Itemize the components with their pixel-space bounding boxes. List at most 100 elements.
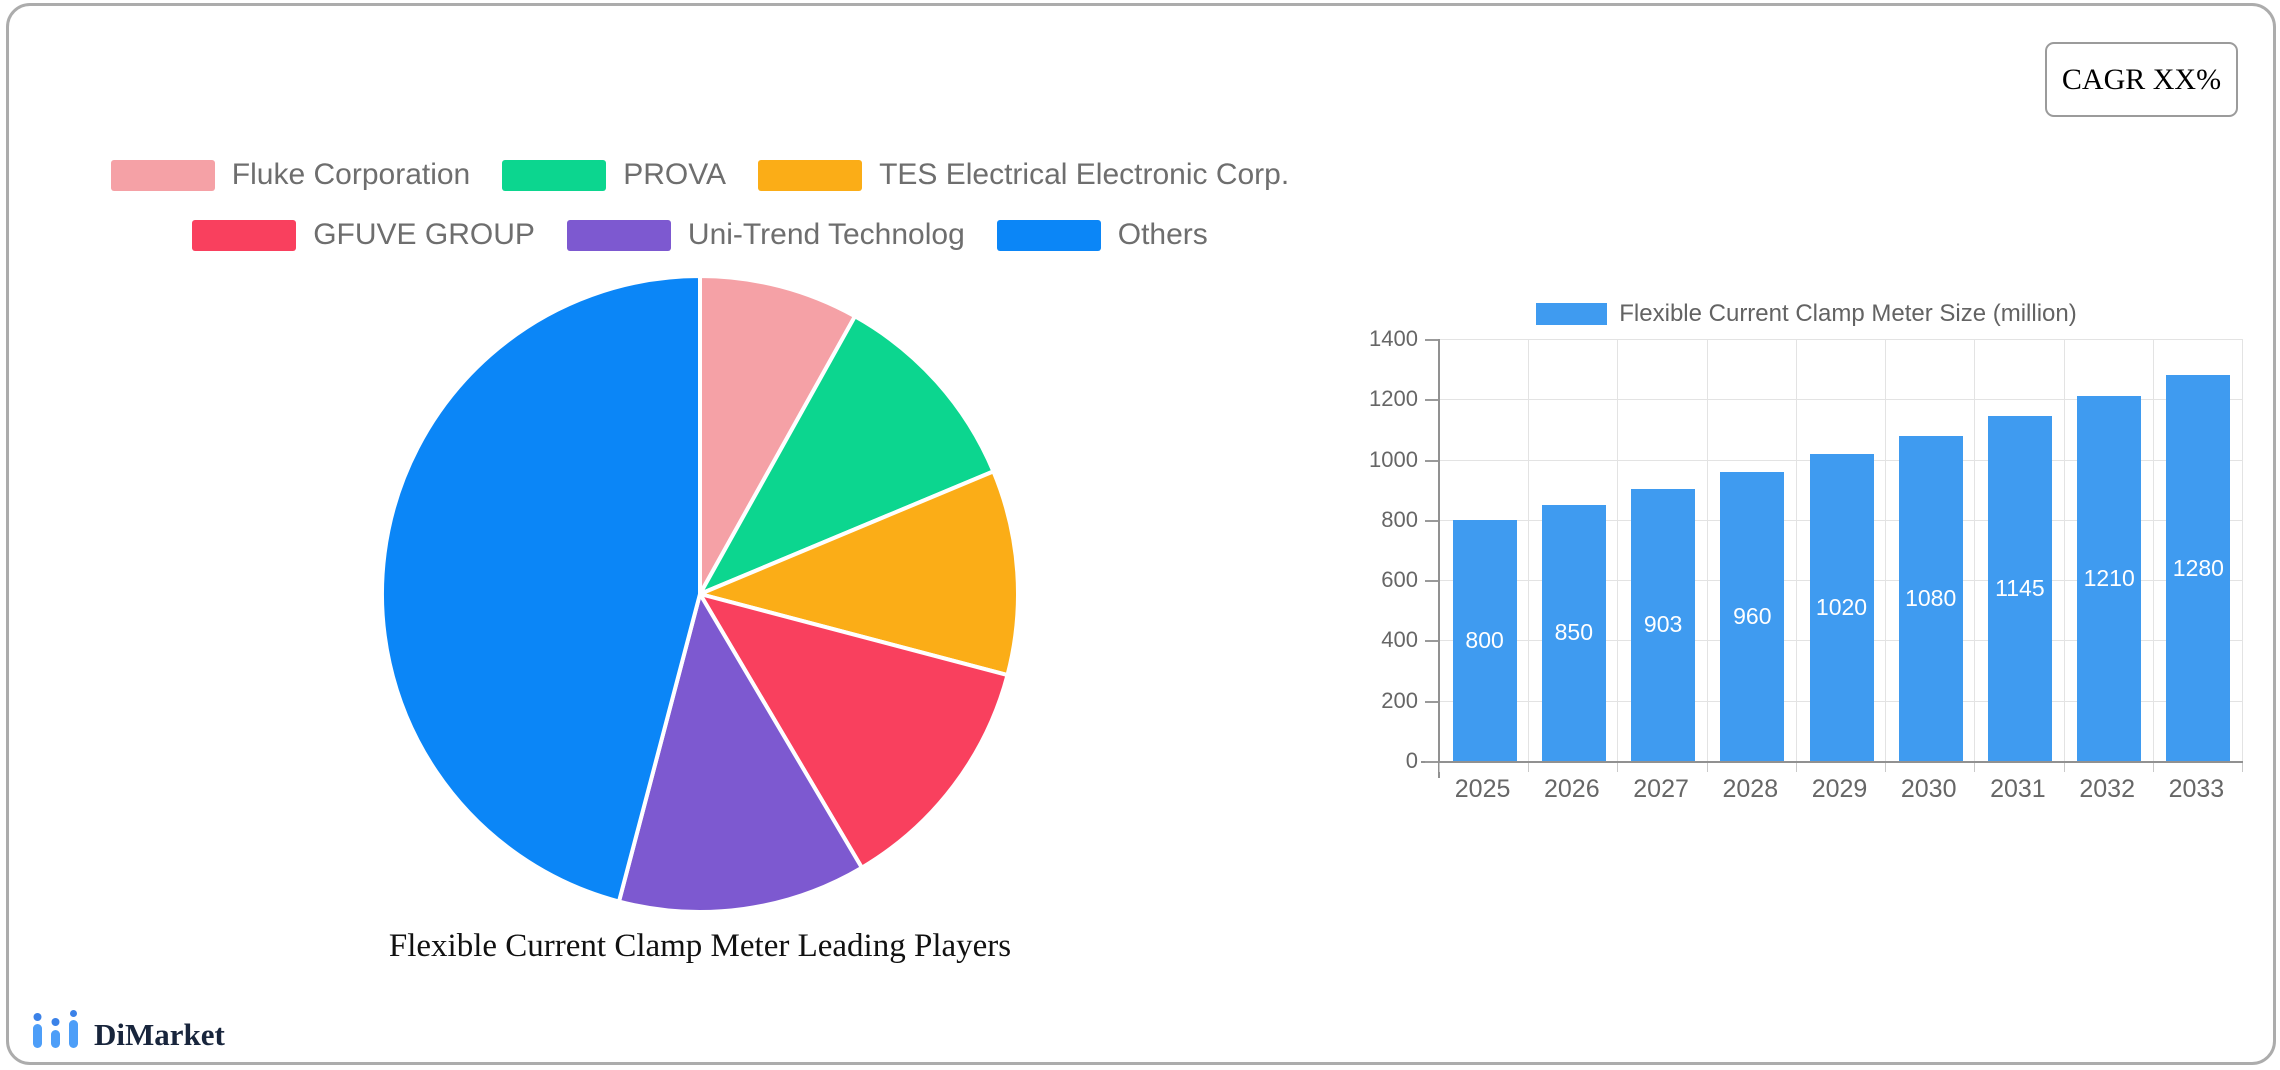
x-axis-tick — [1617, 763, 1619, 772]
pie-slice-gfuve-group[interactable] — [698, 592, 1010, 870]
bar-2026[interactable]: 850 — [1541, 504, 1606, 761]
gridline-vertical — [1706, 339, 1708, 761]
x-axis-label: 2026 — [1543, 775, 1600, 803]
gridline-horizontal — [1440, 399, 2243, 401]
x-axis-label: 2033 — [2168, 775, 2225, 803]
bar-chart-plot-area: 800 850 903 960 1020 1080 1145 1210 1280 — [1421, 339, 2243, 778]
cagr-badge: CAGR XX% — [2045, 42, 2238, 117]
legend-item-prova[interactable]: PROVA — [502, 158, 726, 192]
bar-value-label: 1210 — [2083, 565, 2135, 592]
y-axis-tick — [1425, 580, 1438, 583]
pie-legend-row: Fluke Corporation PROVA TES Electrical Ele… — [110, 158, 1289, 192]
x-axis-tick — [2063, 763, 2065, 772]
bar-value-label: 1280 — [2172, 554, 2224, 581]
x-axis-tick — [1974, 763, 1976, 772]
legend-swatch-icon — [192, 219, 297, 251]
bar-2025[interactable]: 800 — [1452, 519, 1517, 761]
legend-item-uni-trend-technolog[interactable]: Uni-Trend Technolog — [566, 218, 965, 252]
x-axis-label: 2028 — [1722, 775, 1779, 803]
x-axis-tick — [2242, 763, 2243, 772]
gridline-vertical — [1617, 339, 1619, 761]
bar-chart-logo-icon — [33, 1010, 78, 1048]
x-axis-label: 2027 — [1633, 775, 1689, 803]
legend-item-fluke-corporation[interactable]: Fluke Corporation — [110, 158, 471, 192]
bar-legend-item[interactable]: Flexible Current Clamp Meter Size (milli… — [1405, 300, 2208, 327]
y-axis-label: 400 — [1381, 627, 1418, 653]
pie-slice-tes-electrical-electronic-corp[interactable] — [698, 469, 1020, 678]
bar-2029[interactable]: 1020 — [1809, 453, 1874, 761]
pie-legend: Fluke Corporation PROVA TES Electrical Ele… — [0, 158, 1400, 252]
y-axis-tick — [1425, 761, 1438, 763]
gridline-vertical — [2242, 339, 2243, 761]
bar-2028[interactable]: 960 — [1720, 471, 1785, 761]
bar-2031[interactable]: 1145 — [1987, 415, 2052, 761]
legend-item-label: Uni-Trend Technolog — [687, 218, 965, 251]
x-axis-label: 2032 — [2079, 775, 2135, 803]
x-axis-tick — [1706, 763, 1708, 772]
legend-item-tes-electrical-electronic-corp[interactable]: TES Electrical Electronic Corp. — [758, 158, 1289, 192]
brand-name: DiMarket — [94, 1017, 225, 1052]
x-axis-tick — [1795, 763, 1797, 772]
pie-slice-others[interactable] — [380, 274, 702, 904]
y-axis-tick — [1425, 399, 1438, 402]
bar-value-label: 800 — [1465, 626, 1504, 653]
bar-legend-label: Flexible Current Clamp Meter Size (milli… — [1619, 300, 2077, 327]
y-axis-tick — [1425, 640, 1438, 643]
gridline-vertical — [1885, 339, 1887, 761]
y-axis-label: 600 — [1381, 567, 1418, 593]
pie-slice-fluke-corporation[interactable] — [698, 274, 857, 596]
brand-logo: DiMarket — [30, 1010, 225, 1050]
y-axis-tick — [1425, 459, 1438, 462]
x-axis-label: 2030 — [1900, 775, 1957, 803]
legend-item-gfuve-group[interactable]: GFUVE GROUP — [192, 218, 535, 252]
pie-slice-prova[interactable] — [698, 314, 996, 596]
legend-item-label: GFUVE GROUP — [313, 218, 535, 251]
bar-value-label: 960 — [1733, 602, 1772, 629]
gridline-vertical — [2063, 339, 2065, 761]
legend-item-label: Fluke Corporation — [231, 158, 471, 191]
bar-value-label: 1020 — [1815, 593, 1868, 620]
x-axis-tick — [1528, 763, 1530, 772]
x-axis-label: 2029 — [1811, 775, 1868, 803]
bar-2033[interactable]: 1280 — [2166, 375, 2231, 761]
legend-item-others[interactable]: Others — [996, 218, 1208, 252]
y-axis-label: 1000 — [1369, 446, 1418, 472]
bar-2027[interactable]: 903 — [1631, 488, 1696, 761]
y-axis-tick — [1425, 700, 1438, 703]
bar-legend-swatch-icon — [1536, 303, 1608, 325]
chart-card — [6, 3, 2276, 1065]
gridline-vertical — [1795, 339, 1797, 761]
gridline-horizontal — [1440, 339, 2243, 340]
bar-value-label: 850 — [1554, 619, 1593, 646]
y-axis-label: 800 — [1381, 506, 1418, 532]
x-axis-tick — [1439, 763, 1440, 772]
y-axis-label: 200 — [1381, 687, 1418, 713]
pie-legend-row: GFUVE GROUP Uni-Trend Technolog Others — [192, 218, 1208, 252]
cagr-label: CAGR XX% — [2061, 62, 2222, 96]
bar-2030[interactable]: 1080 — [1898, 435, 1963, 761]
bar-2032[interactable]: 1210 — [2077, 396, 2142, 761]
legend-item-label: TES Electrical Electronic Corp. — [879, 158, 1290, 191]
legend-swatch-icon — [110, 159, 215, 191]
y-axis-tick — [1425, 519, 1438, 522]
y-axis-label: 1200 — [1369, 386, 1418, 412]
bar-value-label: 1145 — [1995, 574, 2045, 601]
legend-swatch-icon — [758, 159, 863, 191]
y-axis-tick — [1425, 339, 1438, 341]
legend-swatch-icon — [566, 219, 671, 251]
gridline-vertical — [1528, 339, 1530, 761]
bar-value-label: 903 — [1643, 611, 1683, 638]
bar-value-label: 1080 — [1905, 584, 1957, 611]
x-axis-tick — [2152, 763, 2154, 772]
legend-item-label: Others — [1117, 218, 1208, 251]
pie-chart-title: Flexible Current Clamp Meter Leading Pla… — [388, 928, 1012, 964]
y-axis-label: 0 — [1405, 748, 1418, 773]
legend-swatch-icon — [502, 159, 607, 191]
x-axis-label: 2025 — [1454, 775, 1511, 803]
gridline-vertical — [2152, 339, 2154, 761]
legend-swatch-icon — [996, 219, 1101, 251]
gridline-vertical — [1974, 339, 1976, 761]
x-axis-label: 2031 — [1990, 775, 2046, 803]
y-axis-label: 1400 — [1369, 326, 1418, 351]
